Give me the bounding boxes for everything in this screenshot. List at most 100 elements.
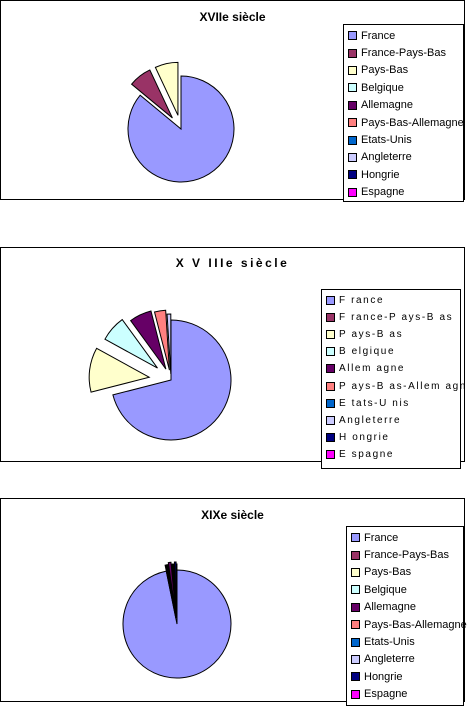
pie-slice <box>130 69 173 119</box>
legend-swatch <box>351 550 360 560</box>
legend-label: Pays-Bas-Allemagne <box>364 618 467 631</box>
legend-item: Pays-Bas-Allemagne <box>351 616 467 633</box>
legend-label: Pays-Bas <box>361 64 409 77</box>
legend-label: Angleterre <box>339 414 402 426</box>
legend-swatch <box>351 654 360 664</box>
legend-label: Pays-Bas <box>364 566 412 579</box>
legend-item: France-Pays-Bas <box>351 546 463 563</box>
legend-item: Allemagne <box>351 599 463 616</box>
legend-label: France-Pays-Bas <box>361 47 446 60</box>
chart-17th-century: XVIIe siècle France France-Pays-Bas Pays-B… <box>0 0 465 202</box>
legend: France France-Pays-Bas Pays-Bas Belgique All… <box>346 526 467 706</box>
legend-swatch <box>348 135 357 145</box>
legend-swatch <box>351 620 360 630</box>
pie-slice <box>154 61 179 116</box>
legend-item: Allemagne <box>348 97 463 114</box>
legend-swatch <box>351 567 360 577</box>
legend-label: Espagne <box>364 688 408 701</box>
legend-label: Belgique <box>364 583 407 596</box>
legend-swatch <box>326 364 335 374</box>
legend-swatch <box>326 415 335 425</box>
legend-swatch <box>348 48 357 58</box>
pie-chart <box>127 61 235 183</box>
legend-swatch <box>348 152 357 162</box>
legend-item: France <box>348 27 463 44</box>
legend-label: F rance-P ays-B as <box>339 312 454 324</box>
pie-slice <box>122 569 232 679</box>
pie-chart <box>88 309 232 441</box>
legend-swatch <box>348 100 357 110</box>
pie-slice <box>175 563 178 619</box>
legend: France France-Pays-Bas Pays-Bas Belgique All… <box>343 24 464 202</box>
legend-item: P ays-B as <box>326 326 460 343</box>
legend-label: Pays-Bas-Allemagne <box>361 116 464 129</box>
legend-item: E spagne <box>326 446 460 463</box>
legend-item: Allem agne <box>326 360 460 377</box>
legend-label: France <box>364 531 399 544</box>
legend-label: Etats-Unis <box>364 636 415 649</box>
legend-swatch <box>351 637 360 647</box>
legend-label: Allemagne <box>364 601 416 614</box>
legend-label: Hongrie <box>361 168 400 181</box>
legend-label: Hongrie <box>364 670 403 683</box>
legend-label: Espagne <box>361 186 405 199</box>
legend-item: Espagne <box>351 686 463 703</box>
legend-swatch <box>351 533 360 543</box>
legend-item: France-Pays-Bas <box>348 44 463 61</box>
pie-slice <box>167 561 177 617</box>
legend-item: H ongrie <box>326 429 460 446</box>
legend-swatch <box>351 689 360 699</box>
legend-item: Espagne <box>348 184 463 201</box>
legend-item: F rance <box>326 292 460 309</box>
legend-swatch <box>348 65 357 75</box>
legend-swatch <box>348 83 357 93</box>
legend-label: H ongrie <box>339 431 390 443</box>
legend-swatch <box>326 313 335 323</box>
legend-label: B elgique <box>339 346 396 358</box>
legend-label: P ays-B as-Allem agne <box>339 380 467 392</box>
legend-item: Pays-Bas <box>348 62 463 79</box>
chart-title: XIXe siècle <box>201 508 264 522</box>
legend-item: Etats-Unis <box>351 633 463 650</box>
legend-swatch <box>326 296 335 306</box>
legend-item: France <box>351 529 463 546</box>
legend-swatch <box>348 118 357 128</box>
legend-label: Allem agne <box>339 363 406 375</box>
pie-slice <box>129 310 167 370</box>
pie-slice <box>112 319 232 441</box>
legend-label: Etats-Unis <box>361 134 412 147</box>
legend-item: Hongrie <box>348 166 463 183</box>
legend-label: E tats-U nis <box>339 397 410 409</box>
legend-label: Angleterre <box>364 653 415 666</box>
chart-title: X V IIIe siècle <box>175 256 290 270</box>
legend-item: Hongrie <box>351 668 463 685</box>
chart-19th-century: XIXe siècle France France-Pays-Bas Pays-Ba… <box>0 498 467 706</box>
legend-swatch <box>348 187 357 197</box>
legend-swatch <box>326 347 335 357</box>
legend-item: F rance-P ays-B as <box>326 309 460 326</box>
legend-swatch <box>348 170 357 180</box>
legend-label: F rance <box>339 295 385 307</box>
legend-item: Pays-Bas <box>351 564 463 581</box>
legend-label: Allemagne <box>361 99 413 112</box>
legend-label: P ays-B as <box>339 329 404 341</box>
pie-slice <box>166 313 172 375</box>
legend-label: France-Pays-Bas <box>364 549 449 562</box>
legend-label: Belgique <box>361 81 404 94</box>
legend-item: Belgique <box>348 79 463 96</box>
legend-label: Angleterre <box>361 151 412 164</box>
legend-item: Angleterre <box>348 149 463 166</box>
pie-slice <box>127 75 235 183</box>
legend-swatch <box>351 602 360 612</box>
legend-item: Belgique <box>351 581 463 598</box>
legend-label: E spagne <box>339 448 395 460</box>
legend-item: E tats-U nis <box>326 395 460 412</box>
pie-slice <box>104 318 158 369</box>
legend-swatch <box>326 330 335 340</box>
legend-item: Pays-Bas-Allemagne <box>348 114 464 131</box>
legend-swatch <box>351 672 360 682</box>
legend: F rance F rance-P ays-B as P ays-B as B elg… <box>321 289 467 469</box>
legend-swatch <box>326 432 335 442</box>
pie-chart <box>122 561 232 679</box>
legend-swatch <box>326 449 335 459</box>
